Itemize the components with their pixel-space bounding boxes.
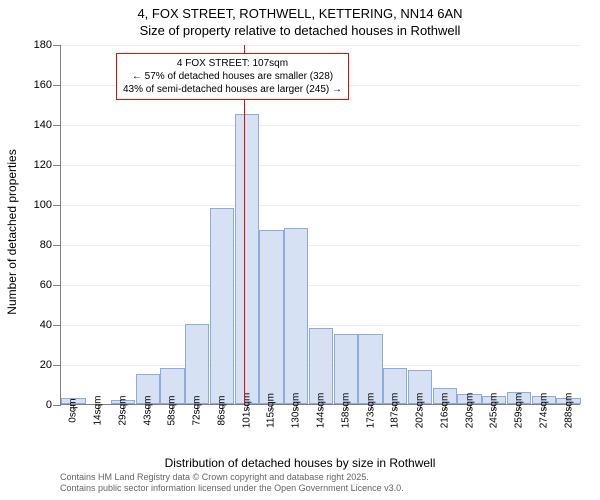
x-tick-label: 274sqm	[538, 393, 549, 429]
plot-area: 0204060801001201401601800sqm14sqm29sqm43…	[60, 45, 580, 405]
x-tick-label: 216sqm	[439, 393, 450, 429]
gridline-h	[61, 325, 580, 326]
x-tick-label: 187sqm	[390, 393, 401, 429]
y-tick	[53, 165, 61, 166]
y-tick	[53, 45, 61, 46]
x-tick-label: 245sqm	[489, 393, 500, 429]
gridline-h	[61, 125, 580, 126]
y-tick-label: 20	[22, 359, 52, 371]
y-tick-label: 180	[22, 39, 52, 51]
chart-title-main: 4, FOX STREET, ROTHWELL, KETTERING, NN14…	[0, 0, 600, 21]
x-tick-label: 158sqm	[340, 393, 351, 429]
x-tick-label: 144sqm	[316, 393, 327, 429]
y-tick-label: 140	[22, 119, 52, 131]
histogram-bar	[185, 324, 209, 404]
x-tick-label: 58sqm	[167, 395, 178, 425]
gridline-h	[61, 45, 580, 46]
y-tick	[53, 365, 61, 366]
x-tick-label: 72sqm	[192, 395, 203, 425]
x-tick-label: 0sqm	[68, 398, 79, 422]
y-tick	[53, 205, 61, 206]
y-tick	[53, 85, 61, 86]
x-axis-title: Distribution of detached houses by size …	[0, 456, 600, 470]
x-tick-label: 202sqm	[415, 393, 426, 429]
y-tick-label: 60	[22, 279, 52, 291]
x-tick-label: 115sqm	[266, 393, 277, 428]
x-tick-label: 86sqm	[216, 395, 227, 425]
histogram-bar	[235, 114, 259, 404]
gridline-h	[61, 165, 580, 166]
x-tick-label: 288sqm	[563, 393, 574, 429]
footer-line-2: Contains public sector information licen…	[60, 483, 404, 494]
gridline-h	[61, 285, 580, 286]
y-tick	[53, 245, 61, 246]
y-tick	[53, 125, 61, 126]
gridline-h	[61, 245, 580, 246]
annotation-box: 4 FOX STREET: 107sqm← 57% of detached ho…	[116, 53, 349, 100]
x-tick-label: 130sqm	[291, 393, 302, 429]
footer-attribution: Contains HM Land Registry data © Crown c…	[60, 472, 404, 494]
y-tick-label: 0	[22, 399, 52, 411]
y-tick-label: 120	[22, 159, 52, 171]
histogram-bar	[284, 228, 308, 404]
x-tick-label: 101sqm	[241, 393, 252, 429]
y-tick-label: 40	[22, 319, 52, 331]
chart-title-sub: Size of property relative to detached ho…	[0, 21, 600, 38]
x-tick-label: 230sqm	[464, 393, 475, 429]
annotation-line: ← 57% of detached houses are smaller (32…	[123, 70, 342, 83]
y-tick-label: 160	[22, 79, 52, 91]
annotation-line: 4 FOX STREET: 107sqm	[123, 57, 342, 70]
x-tick-label: 29sqm	[117, 395, 128, 425]
x-tick-label: 14sqm	[93, 395, 104, 425]
x-tick-label: 43sqm	[142, 395, 153, 425]
y-tick	[53, 285, 61, 286]
annotation-line: 43% of semi-detached houses are larger (…	[123, 83, 342, 96]
gridline-h	[61, 205, 580, 206]
y-tick-label: 80	[22, 239, 52, 251]
y-axis-title: Number of detached properties	[5, 149, 19, 314]
y-tick	[53, 325, 61, 326]
x-tick-label: 173sqm	[365, 393, 376, 429]
footer-line-1: Contains HM Land Registry data © Crown c…	[60, 472, 404, 483]
y-tick-label: 100	[22, 199, 52, 211]
x-tick-label: 259sqm	[514, 393, 525, 429]
y-tick	[53, 405, 61, 406]
histogram-bar	[210, 208, 234, 404]
histogram-bar	[259, 230, 283, 404]
